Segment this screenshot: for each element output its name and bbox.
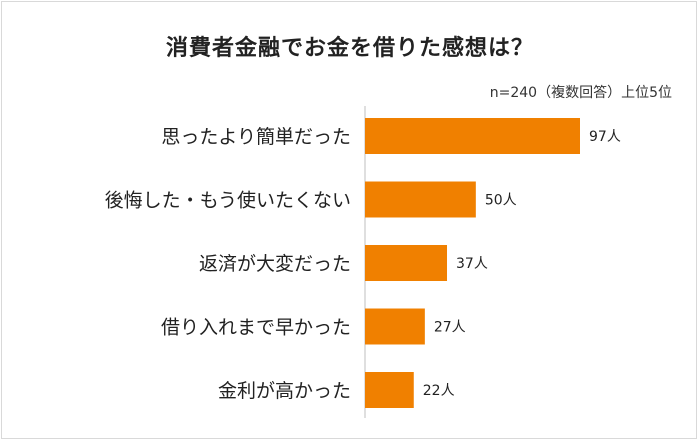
bar-4 — [365, 308, 425, 345]
value-label-2: 50人 — [485, 193, 517, 209]
category-label-2: 後悔した・もう使いたくない — [105, 190, 351, 212]
chart-title: 消費者金融でお金を借りた感想は？ — [165, 36, 534, 61]
value-label-4: 27人 — [434, 320, 466, 336]
bar-5 — [365, 372, 414, 408]
sample-note: n=240（複数回答）上位5位 — [489, 85, 672, 101]
bar-1 — [365, 118, 580, 154]
category-label-4: 借り入れまで早かった — [161, 317, 351, 339]
value-label-5: 22人 — [423, 383, 455, 399]
bar-2 — [365, 181, 476, 218]
bar-3 — [365, 245, 448, 281]
category-label-5: 金利が高かった — [218, 380, 351, 402]
value-label-3: 37人 — [456, 256, 488, 272]
category-label-3: 返済が大変だった — [199, 253, 351, 275]
category-label-1: 思ったより簡単だった — [161, 126, 351, 148]
value-label-1: 97人 — [589, 129, 621, 145]
